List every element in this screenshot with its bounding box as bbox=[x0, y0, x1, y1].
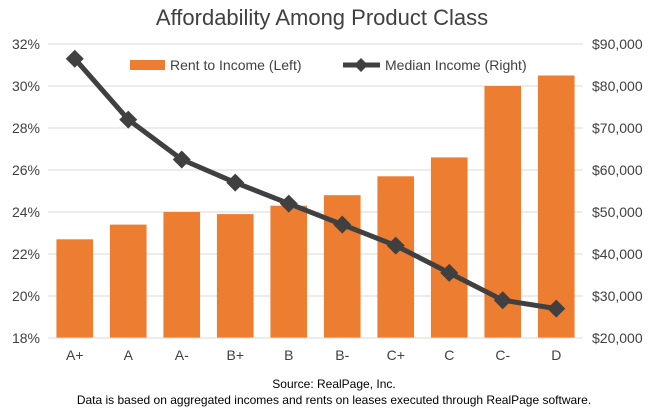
line-marker bbox=[226, 173, 245, 192]
y-left-tick-label: 26% bbox=[12, 162, 40, 178]
y-left-tick-label: 22% bbox=[12, 246, 40, 262]
source-text: Source: RealPage, Inc. bbox=[272, 377, 396, 391]
bar bbox=[537, 75, 575, 338]
x-tick-label: C bbox=[444, 347, 454, 363]
x-tick-label: C+ bbox=[387, 347, 405, 363]
y-left-tick-label: 28% bbox=[12, 120, 40, 136]
legend-label-bar: Rent to Income (Left) bbox=[170, 57, 302, 73]
axes: 18% 20% 22% 24% 26% 28% 30% 32% $20,000 $30,000 $4… bbox=[12, 36, 643, 363]
y-right-tick-label: $30,000 bbox=[592, 288, 643, 304]
x-tick-label: B+ bbox=[226, 347, 244, 363]
line-marker bbox=[279, 194, 298, 213]
y-right-tick-label: $60,000 bbox=[592, 162, 643, 178]
line-marker bbox=[386, 236, 405, 255]
bar bbox=[430, 157, 468, 338]
bar bbox=[56, 239, 94, 338]
footnote-text: Data is based on aggregated incomes and … bbox=[76, 393, 592, 407]
chart-title: Affordability Among Product Class bbox=[156, 5, 488, 30]
y-left-tick-label: 30% bbox=[12, 78, 40, 94]
y-right-tick-label: $90,000 bbox=[592, 36, 643, 52]
legend: Rent to Income (Left) Median Income (Righ… bbox=[130, 57, 527, 73]
y-left-tick-label: 24% bbox=[12, 204, 40, 220]
y-left-tick-label: 18% bbox=[12, 330, 40, 346]
x-tick-label: B bbox=[284, 347, 293, 363]
legend-label-line: Median Income (Right) bbox=[385, 57, 527, 73]
y-right-tick-label: $20,000 bbox=[592, 330, 643, 346]
line-marker bbox=[493, 291, 512, 310]
x-tick-label: B- bbox=[335, 347, 349, 363]
legend-swatch-bar bbox=[130, 60, 165, 70]
x-tick-label: C- bbox=[495, 347, 510, 363]
bar bbox=[109, 224, 147, 338]
median-income-line bbox=[72, 57, 557, 312]
y-right-tick-label: $50,000 bbox=[592, 204, 643, 220]
x-tick-label: A- bbox=[175, 347, 189, 363]
bar bbox=[270, 205, 308, 338]
y-right-tick-label: $70,000 bbox=[592, 120, 643, 136]
x-tick-label: A+ bbox=[66, 347, 84, 363]
bar bbox=[377, 176, 415, 338]
y-left-tick-label: 20% bbox=[12, 288, 40, 304]
line-marker bbox=[440, 263, 459, 282]
bar bbox=[163, 212, 201, 338]
y-right-tick-label: $40,000 bbox=[592, 246, 643, 262]
legend-marker-line bbox=[354, 58, 368, 72]
line-series bbox=[65, 49, 566, 318]
line-marker bbox=[172, 150, 191, 169]
x-tick-label: A bbox=[124, 347, 134, 363]
line-marker bbox=[333, 215, 352, 234]
line-marker bbox=[547, 299, 566, 318]
line-marker bbox=[65, 49, 84, 68]
y-left-tick-label: 32% bbox=[12, 36, 40, 52]
bar-series bbox=[56, 75, 575, 338]
x-tick-label: D bbox=[551, 347, 561, 363]
bar bbox=[216, 214, 254, 338]
line-marker bbox=[119, 110, 138, 129]
y-right-tick-label: $80,000 bbox=[592, 78, 643, 94]
